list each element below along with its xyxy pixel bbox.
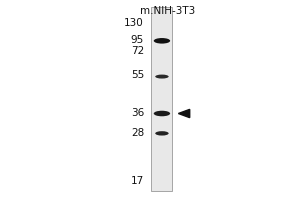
- Text: 55: 55: [131, 70, 144, 80]
- Ellipse shape: [154, 38, 170, 44]
- Text: 95: 95: [131, 35, 144, 45]
- Text: 130: 130: [124, 18, 144, 28]
- Ellipse shape: [155, 131, 169, 136]
- Polygon shape: [178, 109, 190, 118]
- Bar: [152, 7, 172, 191]
- Ellipse shape: [155, 75, 169, 79]
- Text: m.NIH-3T3: m.NIH-3T3: [140, 6, 196, 16]
- Text: 17: 17: [131, 176, 144, 186]
- Text: 72: 72: [131, 46, 144, 56]
- Ellipse shape: [154, 111, 170, 116]
- Text: 36: 36: [131, 108, 144, 118]
- Text: 28: 28: [131, 128, 144, 138]
